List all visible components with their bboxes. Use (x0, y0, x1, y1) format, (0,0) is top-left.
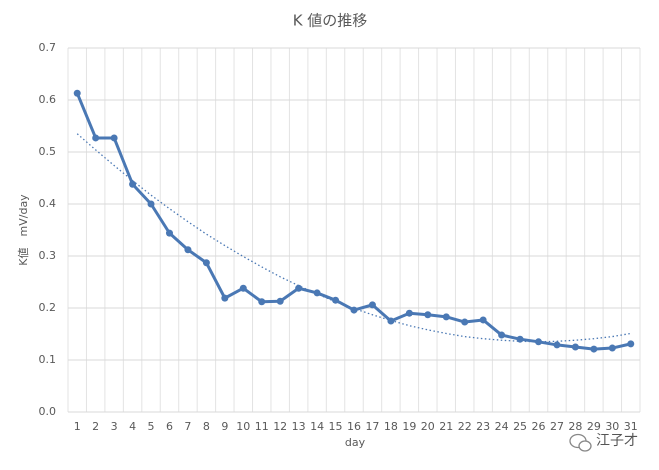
x-tick-label: 20 (421, 420, 435, 433)
x-tick-label: 17 (365, 420, 379, 433)
x-tick-label: 4 (129, 420, 136, 433)
watermark: 江子才 (596, 433, 638, 449)
x-tick-label: 18 (384, 420, 398, 433)
data-point (424, 311, 432, 319)
data-point (535, 338, 543, 346)
x-tick-label: 31 (624, 420, 638, 433)
y-tick-label: 0.5 (39, 145, 57, 158)
x-tick-label: 13 (292, 420, 306, 433)
x-tick-label: 5 (148, 420, 155, 433)
data-point (202, 259, 210, 267)
x-tick-label: 6 (166, 420, 173, 433)
data-point (239, 284, 247, 292)
y-tick-label: 0.7 (39, 41, 57, 54)
x-tick-label: 2 (92, 420, 99, 433)
x-tick-label: 16 (347, 420, 361, 433)
data-point (147, 200, 155, 208)
data-point (627, 340, 635, 348)
x-tick-label: 15 (329, 420, 343, 433)
data-point (73, 89, 81, 97)
data-point (553, 341, 561, 349)
y-tick-label: 0.1 (39, 353, 57, 366)
data-point (442, 313, 450, 321)
x-tick-label: 3 (111, 420, 118, 433)
data-point (295, 284, 303, 292)
data-point (110, 134, 118, 142)
x-tick-label: 9 (221, 420, 228, 433)
data-point (350, 306, 358, 314)
x-tick-label: 19 (402, 420, 416, 433)
data-point (276, 297, 284, 305)
data-point (92, 134, 100, 142)
data-point (498, 331, 506, 339)
x-tick-label: 26 (532, 420, 546, 433)
x-tick-label: 28 (568, 420, 582, 433)
x-tick-label: 27 (550, 420, 564, 433)
x-tick-label: 24 (495, 420, 509, 433)
data-point (590, 345, 598, 353)
x-axis-label: day (345, 436, 366, 449)
x-tick-label: 7 (184, 420, 191, 433)
data-point (258, 298, 266, 306)
y-tick-label: 0.3 (39, 249, 57, 262)
data-point (129, 180, 137, 188)
x-tick-label: 12 (273, 420, 287, 433)
data-point (332, 296, 340, 304)
x-tick-label: 21 (439, 420, 453, 433)
x-tick-label: 23 (476, 420, 490, 433)
x-tick-label: 14 (310, 420, 324, 433)
y-tick-label: 0.6 (39, 93, 57, 106)
x-tick-label: 8 (203, 420, 210, 433)
data-point (387, 317, 395, 325)
data-point (184, 246, 192, 254)
data-point (405, 309, 413, 317)
data-point (479, 316, 487, 324)
y-tick-label: 0.0 (39, 405, 57, 418)
x-tick-label: 1 (74, 420, 81, 433)
y-tick-label: 0.4 (39, 197, 57, 210)
data-point (165, 229, 173, 237)
data-point (516, 335, 524, 343)
x-tick-label: 30 (605, 420, 619, 433)
x-tick-label: 11 (255, 420, 269, 433)
chart-title: K 値の推移 (293, 12, 368, 30)
data-point (368, 301, 376, 309)
watermark-icon (569, 433, 592, 452)
data-point (461, 318, 469, 326)
x-tick-label: 22 (458, 420, 472, 433)
x-tick-label: 25 (513, 420, 527, 433)
y-axis-label: K値 mV/day (17, 194, 30, 266)
data-point (313, 289, 321, 297)
x-tick-label: 29 (587, 420, 601, 433)
x-tick-label: 10 (236, 420, 250, 433)
data-point (221, 294, 229, 302)
y-tick-label: 0.2 (39, 301, 57, 314)
data-point (608, 344, 616, 352)
data-point (571, 343, 579, 351)
